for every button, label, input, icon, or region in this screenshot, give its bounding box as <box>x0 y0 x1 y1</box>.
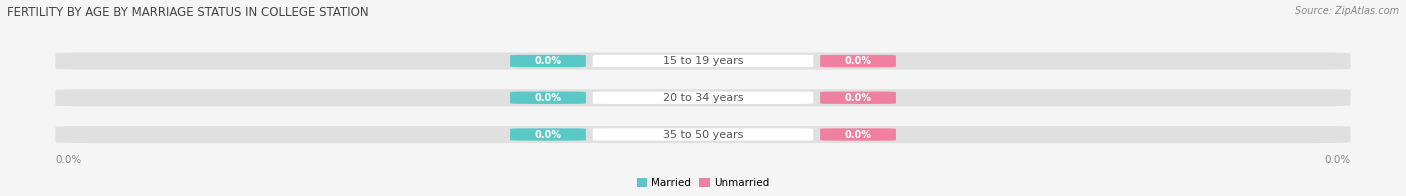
FancyBboxPatch shape <box>593 92 813 104</box>
Text: 0.0%: 0.0% <box>534 130 561 140</box>
Text: 0.0%: 0.0% <box>534 93 561 103</box>
Text: 0.0%: 0.0% <box>845 130 872 140</box>
Text: FERTILITY BY AGE BY MARRIAGE STATUS IN COLLEGE STATION: FERTILITY BY AGE BY MARRIAGE STATUS IN C… <box>7 6 368 19</box>
Text: 0.0%: 0.0% <box>845 93 872 103</box>
FancyBboxPatch shape <box>55 89 1351 106</box>
FancyBboxPatch shape <box>510 92 586 104</box>
Text: 0.0%: 0.0% <box>1324 155 1351 165</box>
Text: 20 to 34 years: 20 to 34 years <box>662 93 744 103</box>
Text: Source: ZipAtlas.com: Source: ZipAtlas.com <box>1295 6 1399 16</box>
Text: 0.0%: 0.0% <box>534 56 561 66</box>
FancyBboxPatch shape <box>593 55 813 67</box>
Text: 0.0%: 0.0% <box>845 56 872 66</box>
Text: 0.0%: 0.0% <box>55 155 82 165</box>
FancyBboxPatch shape <box>820 128 896 141</box>
FancyBboxPatch shape <box>510 128 586 141</box>
FancyBboxPatch shape <box>55 126 1351 143</box>
FancyBboxPatch shape <box>820 55 896 67</box>
Legend: Married, Unmarried: Married, Unmarried <box>633 174 773 192</box>
Text: 15 to 19 years: 15 to 19 years <box>662 56 744 66</box>
FancyBboxPatch shape <box>820 92 896 104</box>
FancyBboxPatch shape <box>55 53 1351 70</box>
FancyBboxPatch shape <box>510 55 586 67</box>
FancyBboxPatch shape <box>593 128 813 141</box>
Text: 35 to 50 years: 35 to 50 years <box>662 130 744 140</box>
